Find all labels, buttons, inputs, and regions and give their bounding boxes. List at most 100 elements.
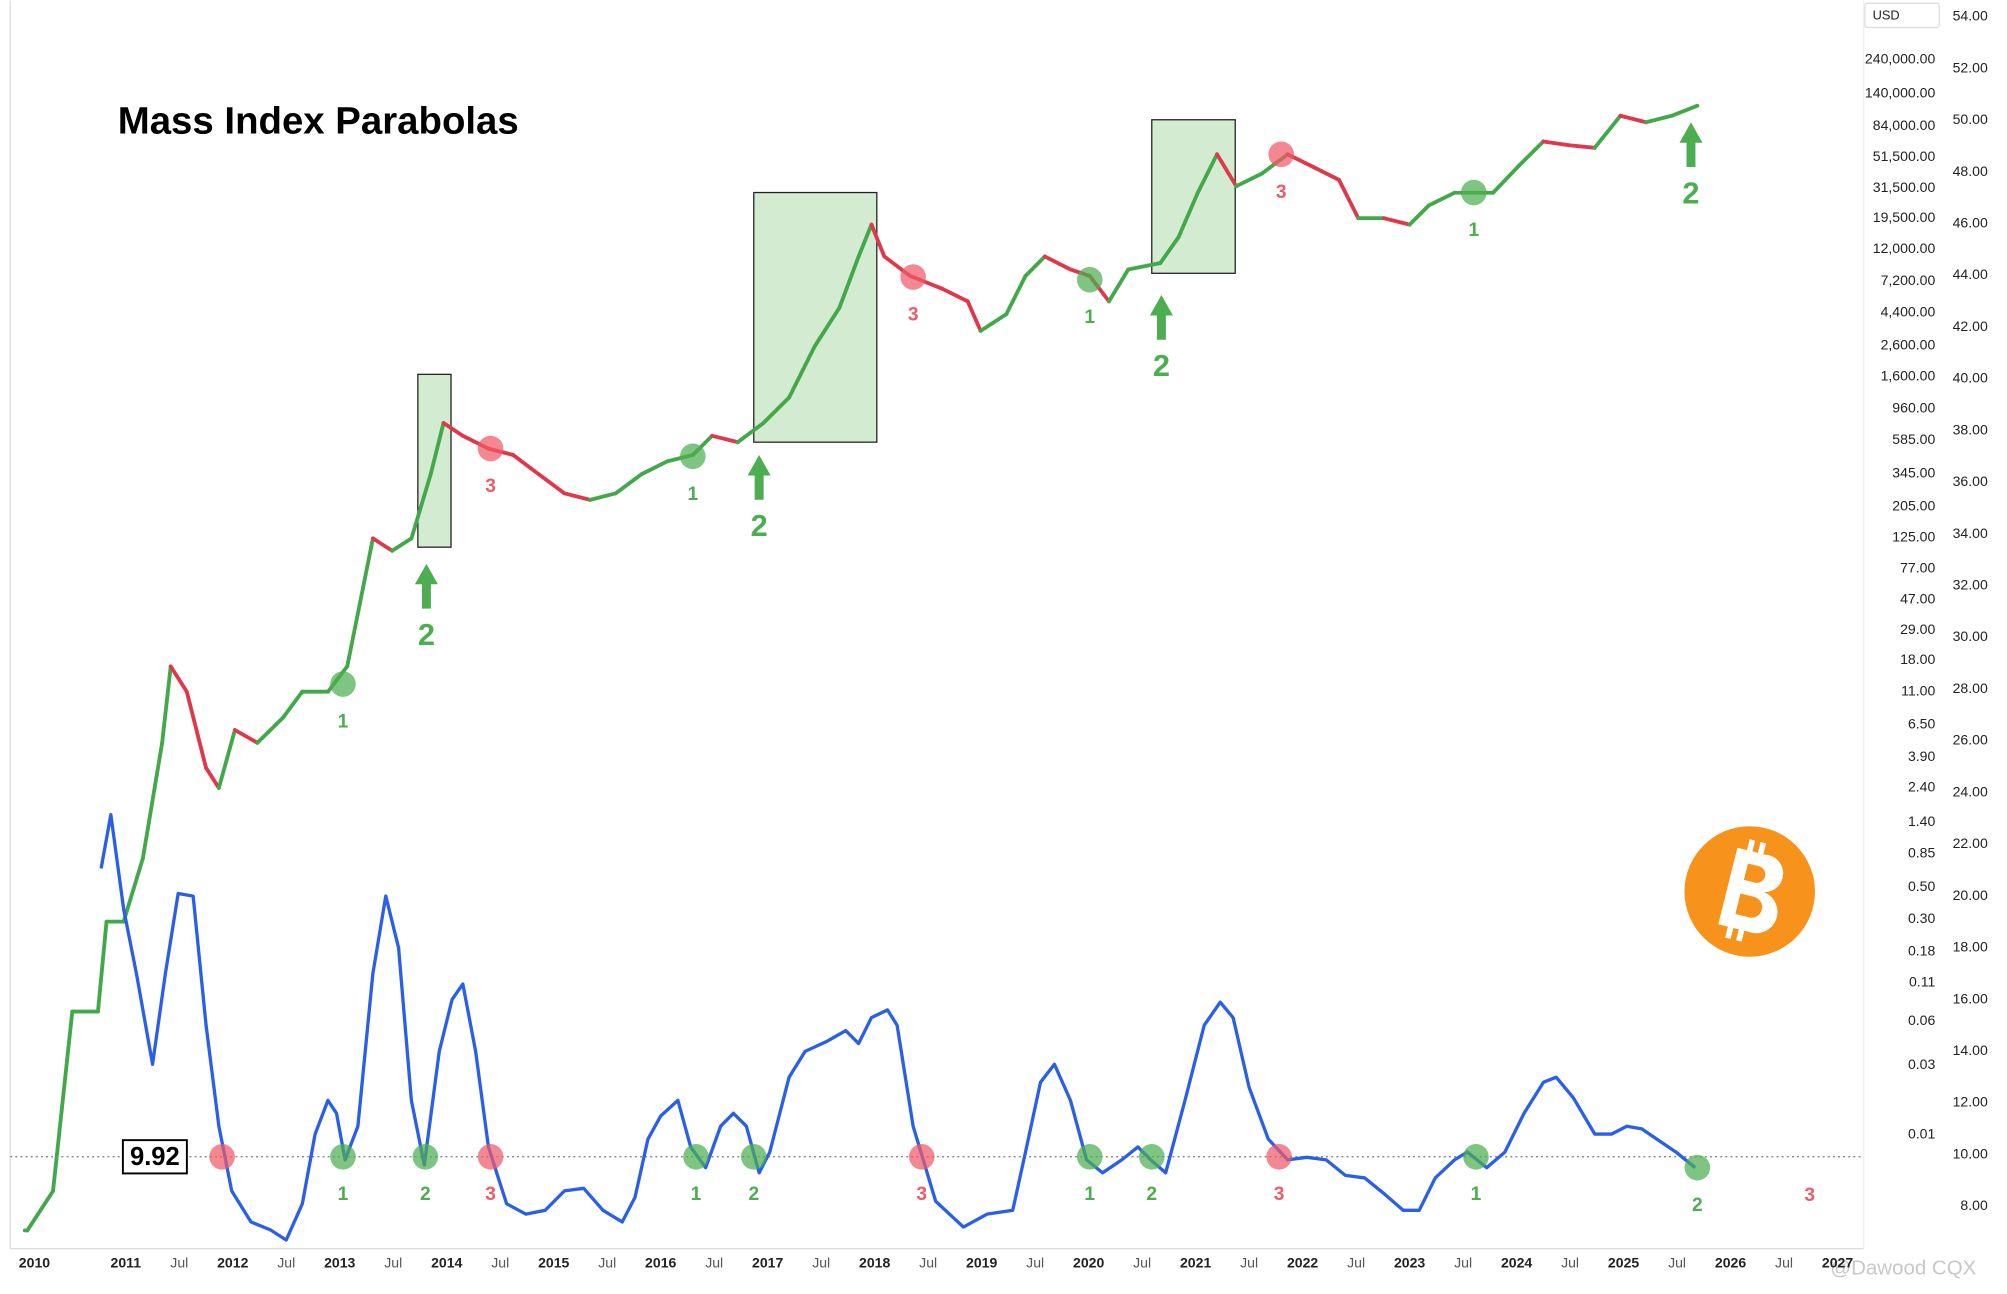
price-segment [370, 536, 395, 553]
price-segment [1158, 235, 1181, 265]
price-segment [1176, 190, 1200, 240]
y2-tick-label: 34.00 [1953, 525, 1988, 541]
y2-tick-label: 44.00 [1953, 266, 1988, 282]
price-segment [562, 491, 593, 502]
price-segment [168, 664, 189, 694]
y-tick-label: 960.00 [1892, 400, 1935, 416]
price-segment [232, 728, 260, 745]
signal-marker [1138, 1143, 1165, 1170]
signal-marker [330, 671, 356, 697]
bitcoin-b-stroke [1757, 841, 1767, 856]
unit-box [1864, 2, 1940, 29]
x-tick-label: 2023 [1394, 1255, 1425, 1271]
y-tick-label: 2,600.00 [1881, 337, 1936, 353]
y-tick-label: 84,000.00 [1873, 117, 1936, 133]
unit-label: USD [1873, 7, 1900, 22]
price-segment [588, 491, 618, 502]
signal-marker [1684, 1154, 1711, 1181]
x-tick-label: Jul [277, 1255, 295, 1271]
price-segment [536, 472, 567, 496]
y-tick-label: 0.50 [1908, 878, 1936, 894]
price-segment [1337, 177, 1361, 221]
x-tick-label: Jul [1240, 1255, 1258, 1271]
price-segment [856, 222, 874, 259]
price-segment [1311, 165, 1341, 182]
x-tick-label: Jul [1347, 1255, 1365, 1271]
x-tick-label: 2024 [1501, 1255, 1532, 1271]
price-segment [812, 305, 842, 349]
y-tick-label: 11.00 [1901, 682, 1935, 698]
y2-tick-label: 40.00 [1953, 370, 1988, 386]
y-tick-label: 140,000.00 [1865, 85, 1936, 101]
signal-marker [683, 1143, 709, 1170]
y2-tick-label: 48.00 [1953, 163, 1988, 179]
x-tick-label: 2018 [859, 1255, 890, 1271]
y2-tick-label: 42.00 [1953, 318, 1988, 334]
arrow [1149, 294, 1173, 340]
y-tick-label: 240,000.00 [1865, 50, 1936, 66]
price-segment [869, 222, 887, 259]
y2-tick-label: 36.00 [1953, 473, 1988, 489]
price-segment [204, 765, 221, 790]
price-segment [1618, 113, 1648, 125]
signal-marker [477, 1143, 504, 1170]
signal-label: 1 [1084, 1184, 1095, 1205]
y2-tick-label: 24.00 [1953, 783, 1988, 799]
y-tick-label: 12,000.00 [1873, 240, 1936, 256]
y-tick-label: 0.18 [1908, 943, 1936, 959]
x-tick-label: 2025 [1608, 1255, 1639, 1271]
price-segment [1195, 152, 1219, 195]
price-segment [1234, 171, 1264, 189]
price-segment [1541, 139, 1571, 148]
bitcoin-b-stroke [1736, 928, 1745, 942]
watermark: @Dawood CQX [1830, 1256, 1976, 1279]
y2-tick-label: 46.00 [1953, 214, 1988, 230]
signal-label: 1 [338, 1184, 349, 1205]
arrow-label: 2 [418, 617, 435, 652]
y-tick-label: 6.50 [1908, 716, 1936, 732]
signal-marker [477, 435, 504, 462]
signal-label: 3 [1274, 1184, 1285, 1205]
y-tick-label: 18.00 [1900, 651, 1935, 667]
signal-marker [330, 1143, 356, 1170]
price-segment [358, 536, 375, 605]
x-tick-label: 2013 [324, 1255, 355, 1271]
arrow-label: 2 [1153, 348, 1170, 383]
price-segment [51, 1009, 75, 1193]
y-tick-label: 2.40 [1908, 779, 1936, 795]
price-segment [121, 856, 145, 924]
signal-label: 2 [1146, 1184, 1157, 1205]
x-tick-label: Jul [598, 1255, 616, 1271]
x-tick-label: Jul [170, 1255, 188, 1271]
bitcoin-b-shape [1718, 847, 1784, 934]
y-tick-label: 0.11 [1909, 974, 1936, 990]
arrow [1679, 122, 1703, 168]
threshold-box [121, 1139, 188, 1175]
y-tick-label: 7,200.00 [1881, 272, 1936, 288]
y2-tick-label: 22.00 [1953, 835, 1988, 851]
y-tick-label: 585.00 [1892, 431, 1935, 447]
y2-tick-label: 18.00 [1953, 939, 1988, 955]
x-tick-label: 2011 [111, 1255, 142, 1271]
x-tick-label: 2026 [1715, 1255, 1746, 1271]
price-segment [511, 453, 541, 477]
arrow-label: 2 [1682, 175, 1699, 210]
x-tick-label: Jul [1561, 1255, 1579, 1271]
signal-label: 1 [338, 712, 349, 733]
y2-tick-label: 32.00 [1953, 577, 1988, 593]
price-segment [965, 299, 983, 333]
price-segment [409, 472, 433, 541]
arrow [747, 454, 771, 500]
y2-tick-label: 28.00 [1953, 680, 1988, 696]
price-segment [216, 728, 237, 790]
y2-tick-label: 10.00 [1953, 1145, 1988, 1161]
y-tick-label: 345.00 [1892, 464, 1935, 480]
signal-label: 1 [1471, 1184, 1482, 1205]
y-tick-label: 19,500.00 [1873, 209, 1936, 225]
price-segment [1215, 152, 1239, 189]
signal-marker [1266, 1143, 1292, 1170]
x-tick-label: Jul [1454, 1255, 1472, 1271]
price-segment [1004, 273, 1028, 317]
